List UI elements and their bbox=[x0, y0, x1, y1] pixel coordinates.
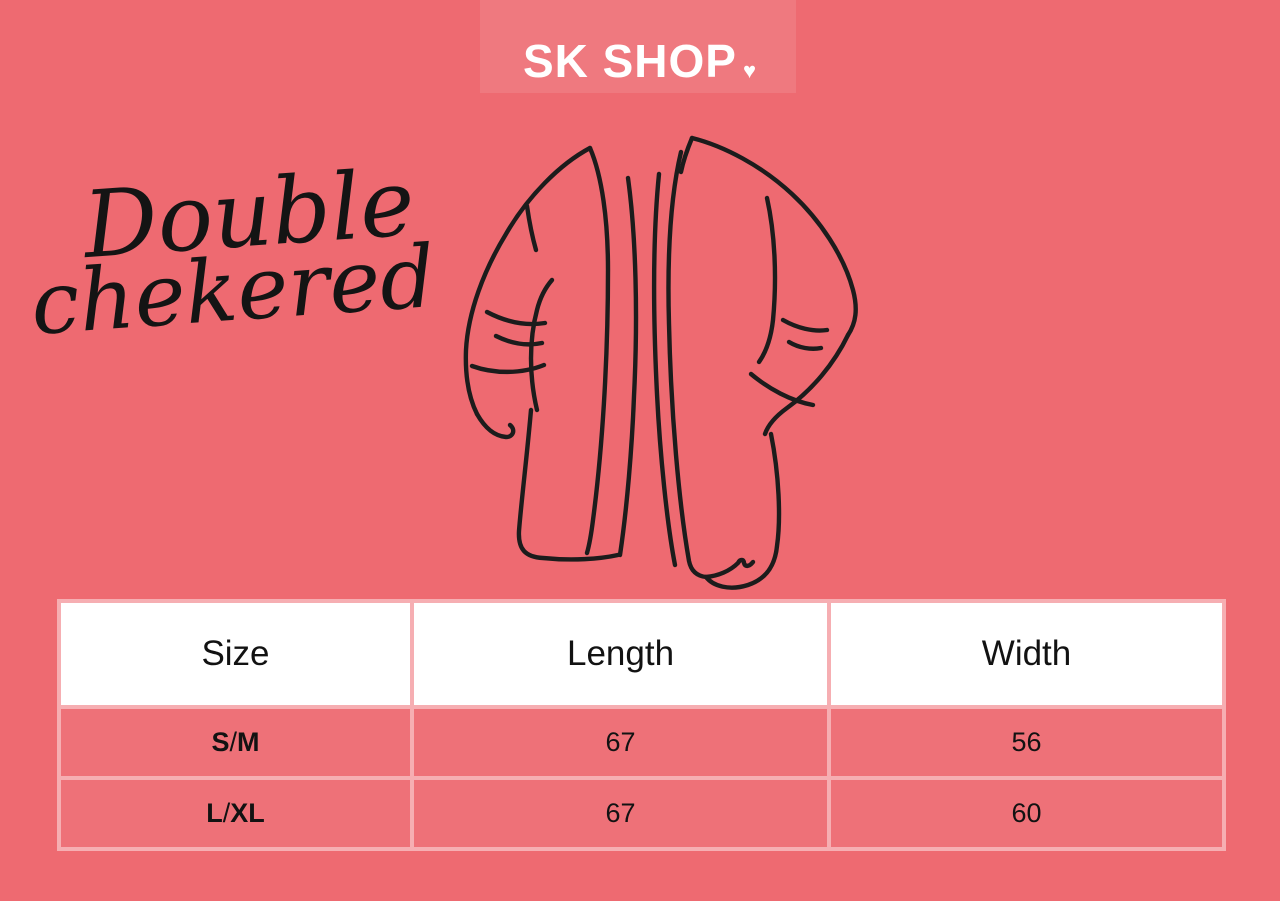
size-table: Size Length Width S/M 67 56 L/XL 67 60 bbox=[57, 599, 1226, 851]
cell-width-lxl: 60 bbox=[827, 776, 1226, 851]
brand-logo-text: SK SHOP bbox=[522, 35, 737, 87]
cell-length-lxl: 67 bbox=[409, 776, 832, 851]
size-label: L bbox=[206, 798, 223, 828]
size-chart: Size Length Width S/M 67 56 L/XL 67 60 bbox=[57, 599, 1226, 851]
jacket-illustration bbox=[463, 135, 858, 590]
cell-length-sm: 67 bbox=[409, 705, 832, 780]
table-row-lxl: L/XL 67 60 bbox=[57, 776, 1226, 851]
size-label: M bbox=[237, 727, 260, 757]
column-header-width: Width bbox=[827, 599, 1226, 709]
top-banner bbox=[480, 0, 796, 93]
size-table-header-row: Size Length Width bbox=[57, 599, 1226, 709]
table-row-sm: S/M 67 56 bbox=[57, 705, 1226, 780]
cell-size-sm: S/M bbox=[57, 705, 414, 780]
cell-width-sm: 56 bbox=[827, 705, 1226, 780]
column-header-length: Length bbox=[409, 599, 832, 709]
product-title: Double chekered bbox=[23, 149, 439, 355]
size-slash: / bbox=[222, 798, 231, 828]
column-header-size: Size bbox=[57, 599, 414, 709]
size-label: XL bbox=[230, 798, 265, 828]
product-title-line-2: chekered bbox=[27, 226, 439, 355]
heart-icon: ♥ bbox=[742, 58, 758, 83]
cell-size-lxl: L/XL bbox=[57, 776, 414, 851]
brand-logo: SK SHOP ♥ bbox=[0, 38, 1280, 84]
size-label: S bbox=[211, 727, 230, 757]
size-slash: / bbox=[229, 727, 237, 757]
